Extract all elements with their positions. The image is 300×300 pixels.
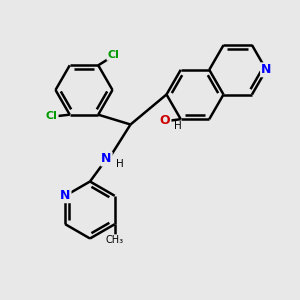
Text: Cl: Cl xyxy=(107,50,119,60)
Text: N: N xyxy=(261,63,272,76)
Text: H: H xyxy=(116,159,124,170)
Text: N: N xyxy=(101,152,112,166)
Text: H: H xyxy=(174,121,182,131)
Text: O: O xyxy=(160,114,170,127)
Text: CH₃: CH₃ xyxy=(106,235,124,245)
Text: N: N xyxy=(60,189,70,202)
Text: Cl: Cl xyxy=(46,111,58,121)
